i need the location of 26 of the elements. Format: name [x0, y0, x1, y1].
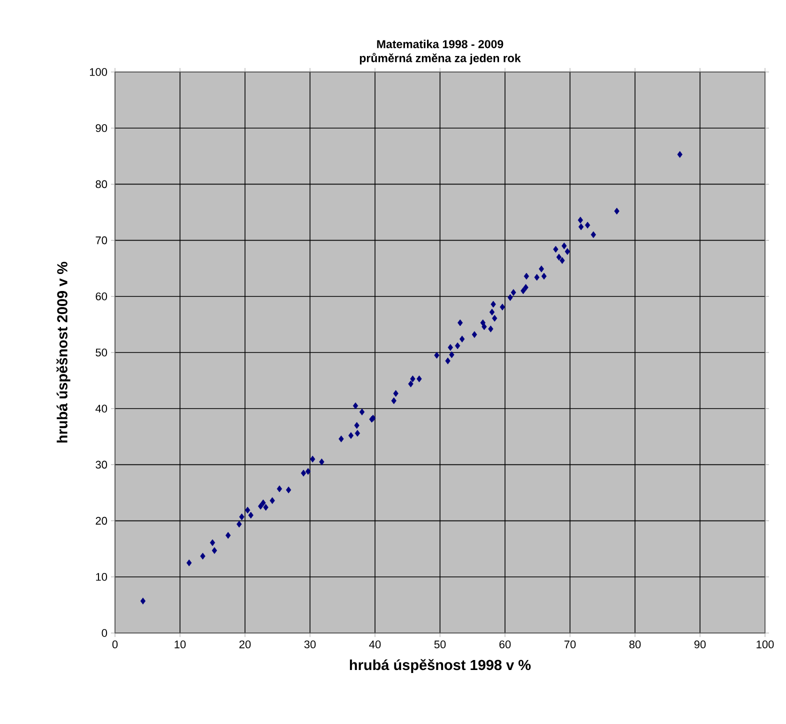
y-tick-label: 100: [90, 68, 108, 76]
y-tick-label: 0: [102, 629, 108, 637]
x-tick-label: 90: [694, 640, 706, 648]
x-tick-label: 60: [499, 640, 511, 648]
x-tick-label: 40: [369, 640, 381, 648]
x-tick-label: 50: [434, 640, 446, 648]
chart-subtitle: průměrná změna za jeden rok: [360, 52, 521, 64]
x-tick-label: 30: [304, 640, 316, 648]
y-axis-title: hrubá úspěšnost 2009 v %: [56, 262, 70, 443]
y-tick-label: 30: [96, 460, 108, 469]
y-tick-label: 70: [96, 236, 108, 244]
y-tick-label: 20: [96, 516, 108, 525]
y-tick-label: 90: [96, 124, 108, 132]
x-tick-label: 70: [564, 640, 576, 648]
chart-title: Matematika 1998 - 2009: [377, 40, 504, 48]
x-tick-label: 100: [756, 640, 774, 648]
x-axis-title: hrubá úspěšnost 1998 v %: [350, 659, 531, 673]
y-tick-label: 10: [96, 572, 108, 581]
y-tick-label: 40: [95, 404, 108, 412]
x-tick-label: 80: [629, 640, 641, 648]
y-tick-label: 60: [96, 292, 108, 300]
x-tick-label: 20: [239, 640, 251, 648]
y-tick-label: 80: [96, 180, 108, 188]
x-tick-label: 0: [112, 640, 118, 648]
x-tick-label: 10: [174, 640, 186, 648]
y-tick-label: 50: [96, 348, 108, 356]
